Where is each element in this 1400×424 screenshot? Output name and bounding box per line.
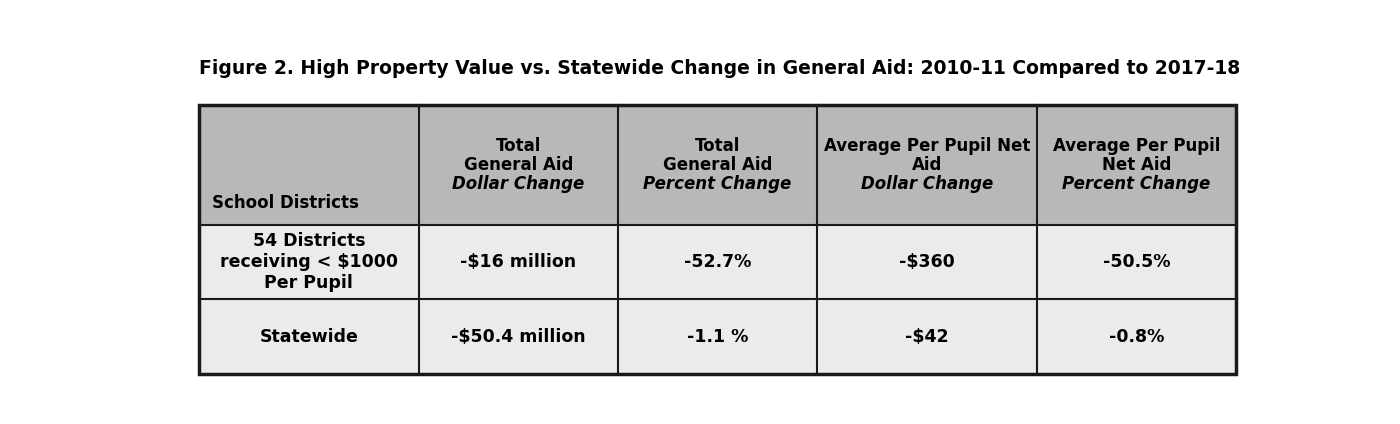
Text: -50.5%: -50.5% — [1103, 253, 1170, 271]
Text: -$50.4 million: -$50.4 million — [451, 328, 585, 346]
Text: Dollar Change: Dollar Change — [861, 175, 993, 192]
Text: Figure 2. High Property Value vs. Statewide Change in General Aid: 2010-11 Compa: Figure 2. High Property Value vs. Statew… — [199, 59, 1240, 78]
Bar — [199, 105, 1236, 225]
Bar — [199, 299, 1236, 374]
Text: -$360: -$360 — [899, 253, 955, 271]
Text: -$42: -$42 — [906, 328, 949, 346]
Text: School Districts: School Districts — [211, 193, 358, 212]
Text: Aid: Aid — [911, 156, 942, 174]
Text: Net Aid: Net Aid — [1102, 156, 1172, 174]
Text: -52.7%: -52.7% — [683, 253, 752, 271]
Text: Total: Total — [496, 137, 540, 155]
Bar — [199, 225, 1236, 299]
Text: Percent Change: Percent Change — [1063, 175, 1211, 192]
Text: Average Per Pupil Net: Average Per Pupil Net — [823, 137, 1030, 155]
Text: Total: Total — [694, 137, 741, 155]
Text: Average Per Pupil: Average Per Pupil — [1053, 137, 1221, 155]
Text: -$16 million: -$16 million — [461, 253, 577, 271]
Text: General Aid: General Aid — [463, 156, 573, 174]
Bar — [199, 105, 1236, 374]
Text: Percent Change: Percent Change — [644, 175, 791, 192]
Text: General Aid: General Aid — [662, 156, 773, 174]
Text: Dollar Change: Dollar Change — [452, 175, 584, 192]
Text: -0.8%: -0.8% — [1109, 328, 1165, 346]
Text: Statewide: Statewide — [259, 328, 358, 346]
Text: 54 Districts
receiving < $1000
Per Pupil: 54 Districts receiving < $1000 Per Pupil — [220, 232, 398, 292]
Text: -1.1 %: -1.1 % — [687, 328, 748, 346]
